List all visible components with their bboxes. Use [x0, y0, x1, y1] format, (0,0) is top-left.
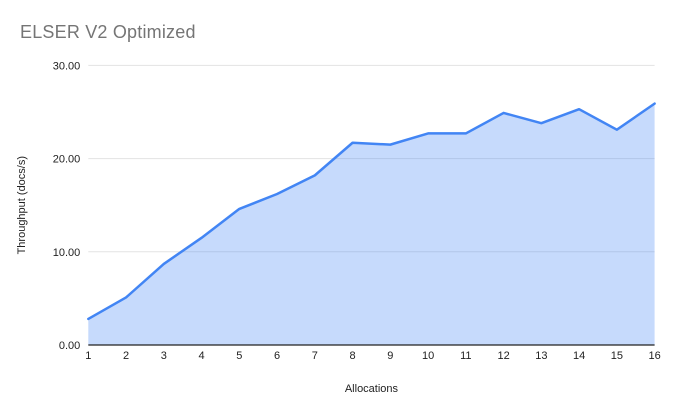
x-tick-label: 2 — [123, 350, 129, 362]
x-tick-label: 5 — [236, 350, 242, 362]
x-tick-label: 14 — [573, 350, 585, 362]
x-tick-label: 11 — [460, 350, 471, 362]
x-tick-label: 12 — [497, 350, 509, 362]
x-tick-label: 8 — [350, 350, 356, 362]
y-tick-label: 10.00 — [53, 247, 81, 259]
x-tick-label: 3 — [161, 350, 167, 362]
x-axis-title: Allocations — [345, 383, 399, 395]
x-tick-label: 16 — [648, 350, 660, 362]
y-axis-title: Throughput (docs/s) — [16, 156, 28, 254]
series-line — [87, 102, 656, 321]
y-tick-label: 20.00 — [53, 154, 81, 166]
x-tick-label: 13 — [535, 350, 547, 362]
y-tick-label: 0.00 — [59, 340, 80, 352]
x-tick-label: 1 — [85, 350, 91, 362]
y-tick-label: 30.00 — [53, 60, 81, 72]
x-tick-label: 15 — [611, 350, 623, 362]
x-tick-label: 6 — [274, 350, 280, 362]
x-tick-label: 7 — [312, 350, 318, 362]
x-tick-label: 9 — [387, 350, 393, 362]
x-tick-label: 10 — [422, 350, 434, 362]
chart-title: ELSER V2 Optimized — [20, 22, 196, 42]
area-fill — [88, 103, 655, 345]
x-tick-label: 4 — [198, 350, 204, 362]
